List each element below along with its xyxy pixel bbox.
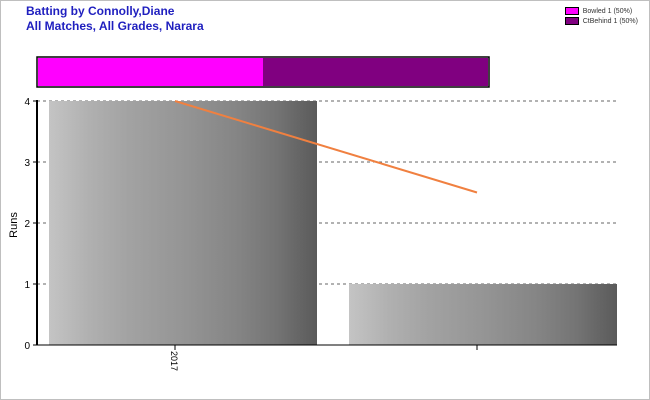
- bar-0: [49, 101, 317, 345]
- y-tick-label-0: 0: [24, 341, 30, 352]
- chart-title: Batting by Connolly,Diane: [26, 4, 175, 18]
- y-axis-label: Runs: [8, 212, 20, 238]
- legend-label-bowled: Bowled 1 (50%): [582, 7, 633, 15]
- legend-item-bowled: Bowled 1 (50%): [564, 6, 638, 16]
- y-tick-label-1: 1: [24, 280, 30, 291]
- bars: [49, 101, 617, 345]
- trend-line: [174, 100, 478, 194]
- chart-subtitle: All Matches, All Grades, Narara: [26, 19, 204, 33]
- legend-item-ctbehind: CtBehind 1 (50%): [564, 16, 638, 26]
- x-ticks: 2017: [169, 345, 478, 371]
- legend-swatch-bowled: [564, 7, 579, 15]
- y-tick-label-3: 3: [24, 158, 30, 169]
- legend: Bowled 1 (50%) CtBehind 1 (50%): [564, 6, 638, 26]
- y-ticks: 0 1 2 3 4: [24, 97, 37, 352]
- y-tick-label-2: 2: [24, 219, 30, 230]
- legend-swatch-ctbehind: [564, 17, 579, 25]
- legend-label-ctbehind: CtBehind 1 (50%): [582, 17, 638, 25]
- y-tick-label-4: 4: [24, 97, 30, 108]
- x-tick-label-0: 2017: [169, 351, 179, 371]
- dismissal-segment-bowled: [38, 58, 263, 86]
- dismissal-strip: [38, 58, 488, 86]
- dismissal-segment-ctbehind: [263, 58, 488, 86]
- dismissal-strip-frame: [36, 56, 490, 88]
- bar-1: [349, 284, 617, 345]
